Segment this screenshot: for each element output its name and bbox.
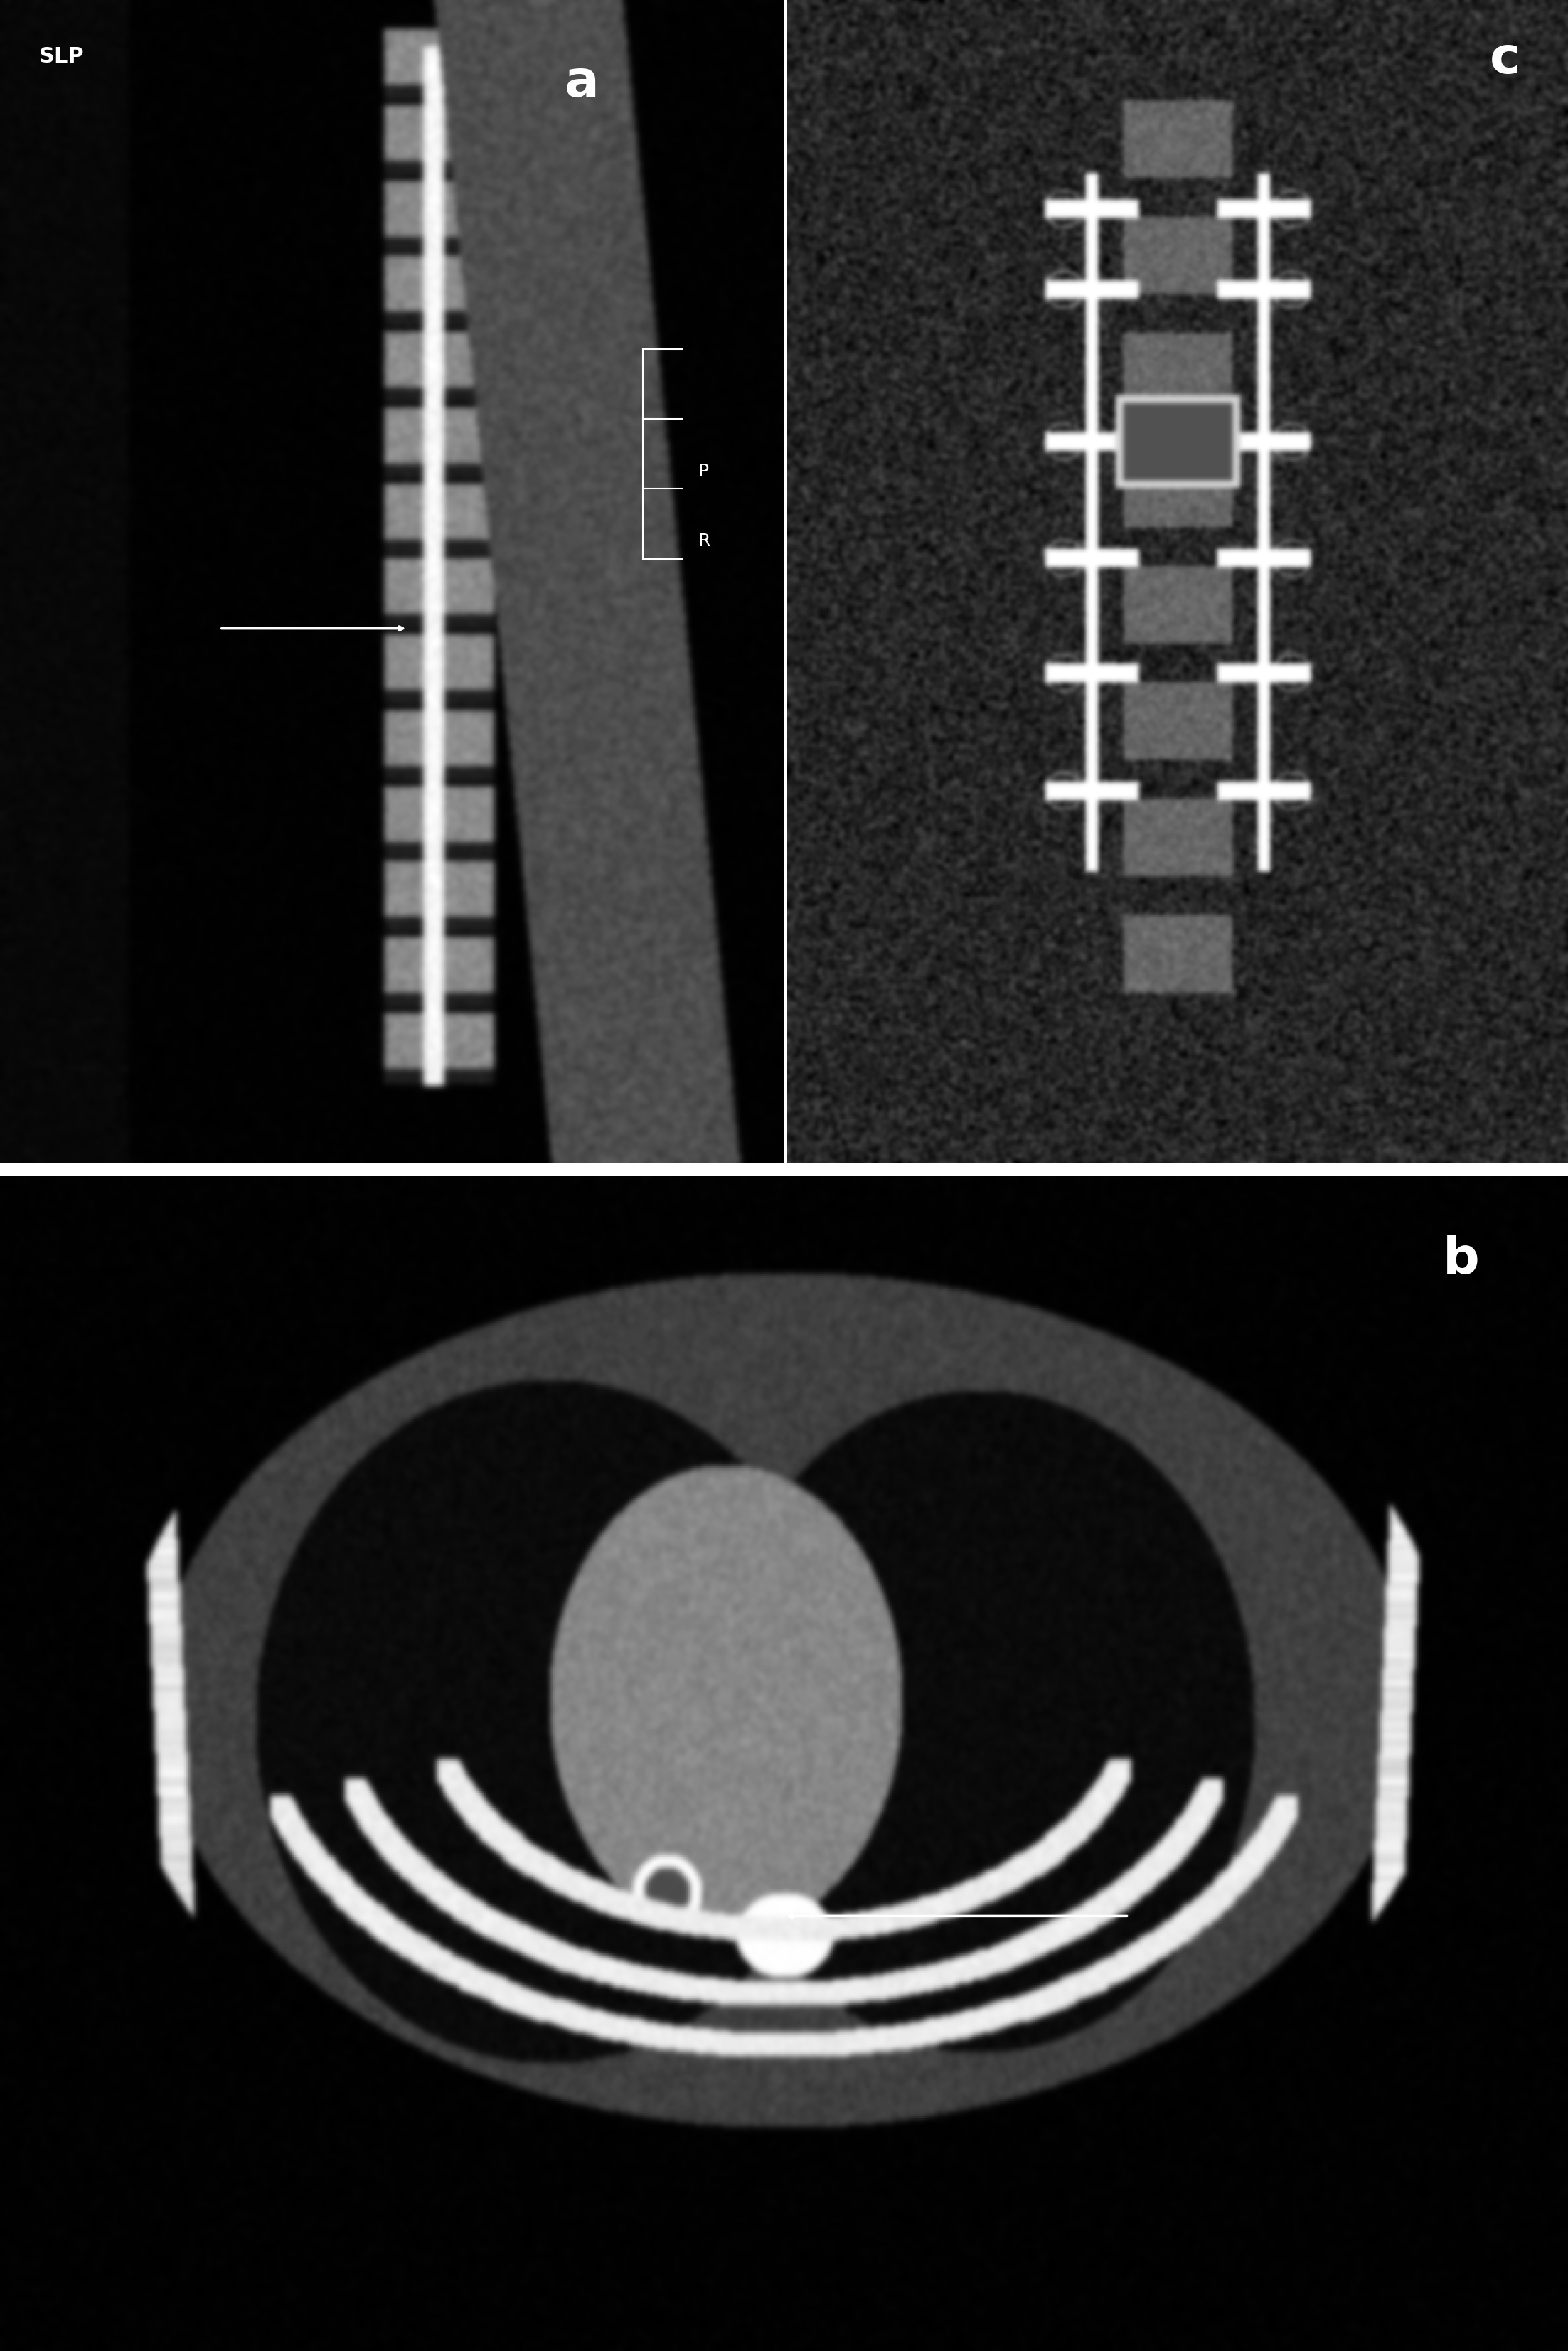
Text: a: a [564, 59, 599, 108]
Text: SLP: SLP [39, 47, 85, 68]
Text: R: R [698, 534, 710, 550]
Text: P: P [698, 463, 709, 480]
Text: c: c [1490, 35, 1521, 85]
Text: b: b [1443, 1234, 1479, 1284]
